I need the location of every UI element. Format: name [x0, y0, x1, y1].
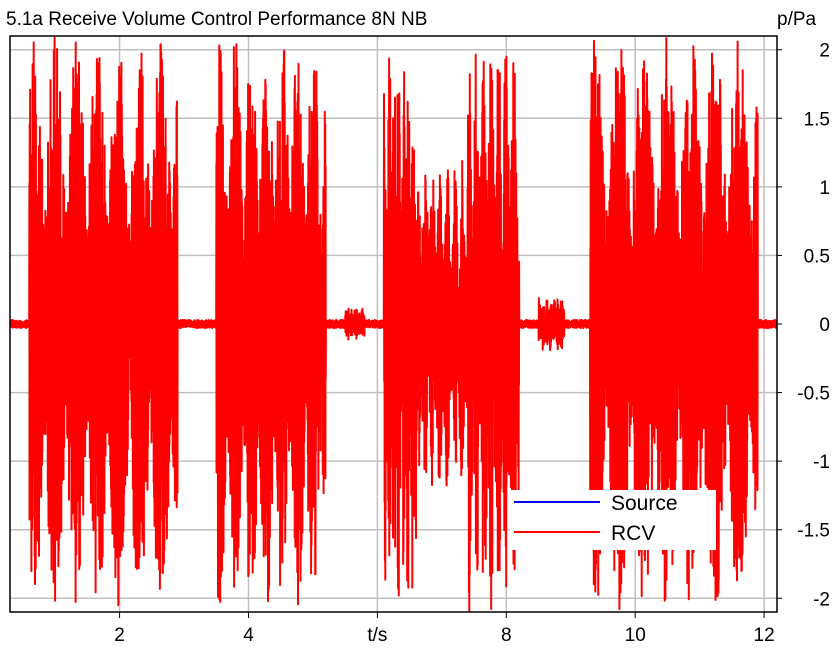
y-tick-label: -1 — [813, 452, 830, 473]
y-tick-label: 1.5 — [804, 109, 830, 130]
legend-label-rcv: RCV — [611, 522, 655, 545]
x-tick-label: t/s — [367, 625, 387, 646]
x-tick-label: 12 — [754, 625, 775, 646]
chart-title: 5.1a Receive Volume Control Performance … — [6, 9, 427, 30]
y-tick-label: -0.5 — [797, 384, 830, 405]
y-axis-label: p/Pa — [777, 9, 817, 30]
y-tick-label: -1.5 — [797, 521, 830, 542]
legend-box — [510, 490, 716, 550]
x-tick-label: 4 — [243, 625, 254, 646]
x-tick-label: 8 — [501, 625, 512, 646]
x-tick-label: 10 — [625, 625, 646, 646]
y-axis: 2 1.5 1 0.5 0 -0.5 -1 -1.5 -2 — [777, 41, 830, 610]
x-axis: 2 4 t/s 8 10 12 — [114, 612, 775, 646]
y-tick-label: -2 — [813, 589, 830, 610]
legend: Source RCV — [510, 490, 716, 550]
y-tick-label: 0 — [819, 315, 830, 336]
x-tick-label: 2 — [114, 625, 125, 646]
y-tick-label: 1 — [819, 178, 830, 199]
plot-area — [10, 36, 777, 612]
legend-label-source: Source — [611, 492, 678, 515]
y-tick-label: 0.5 — [804, 246, 830, 267]
series-line-rcv — [10, 36, 777, 612]
y-tick-label: 2 — [819, 41, 830, 62]
